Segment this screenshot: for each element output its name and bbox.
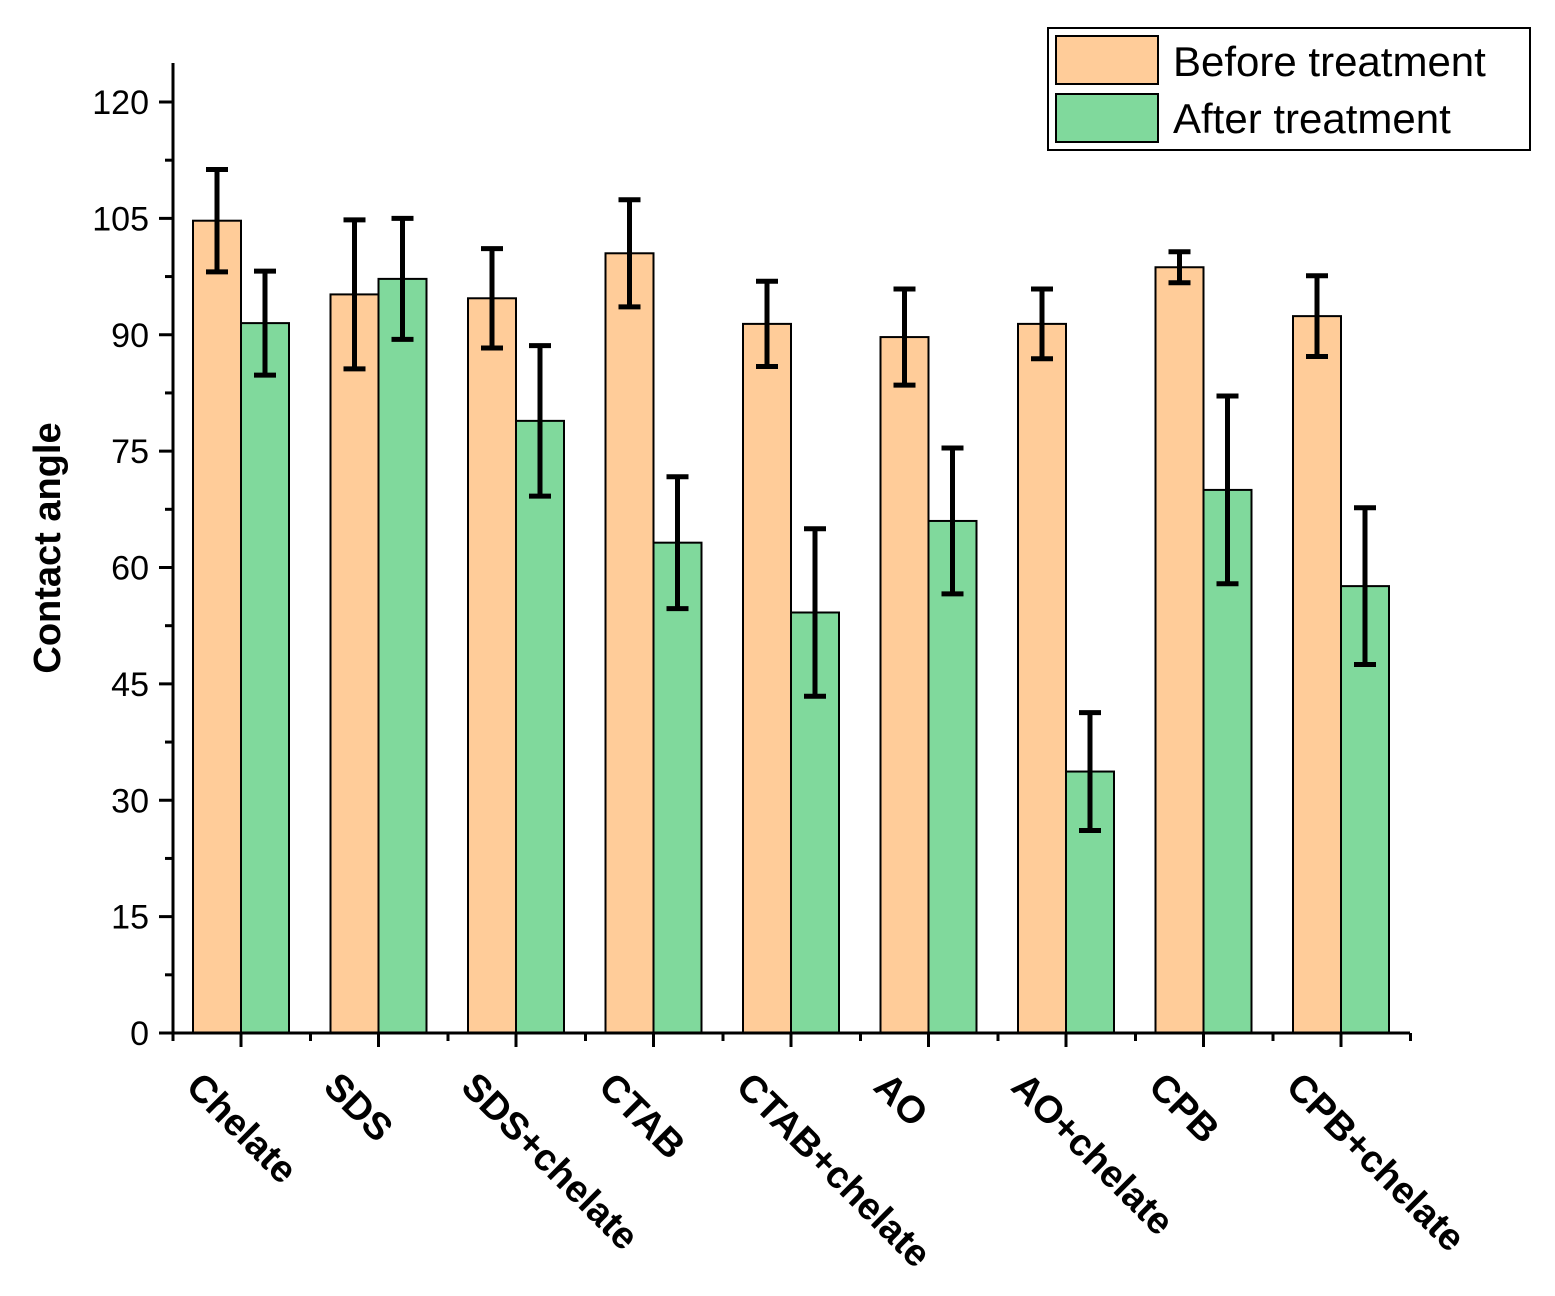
- bar-after: [515, 419, 565, 1034]
- legend-swatch-before: [1055, 35, 1159, 85]
- x-category-label: SDS: [315, 1065, 400, 1150]
- bars-group: [192, 219, 1390, 1035]
- y-tick-label: 0: [130, 1015, 149, 1053]
- x-category-label: Chelate: [178, 1065, 305, 1192]
- bar-after: [240, 322, 290, 1034]
- x-category-label: CTAB: [590, 1065, 692, 1167]
- x-category-label: CPB+chelate: [1278, 1065, 1473, 1260]
- bar-before: [329, 293, 380, 1034]
- bar-before: [1292, 315, 1342, 1034]
- y-tick-label: 90: [111, 317, 149, 355]
- x-category-label: CPB: [1140, 1065, 1226, 1151]
- y-axis: 0 15 30 45 60 75 90 105 120: [92, 63, 175, 1053]
- legend-label-after: After treatment: [1173, 95, 1451, 142]
- y-tick-label: 75: [111, 433, 149, 471]
- bar-after: [377, 277, 428, 1034]
- bar-before: [879, 336, 930, 1034]
- bar-after: [652, 541, 703, 1034]
- bar-before: [1017, 322, 1067, 1035]
- y-tick-label: 105: [92, 200, 149, 238]
- x-category-label: AO: [865, 1065, 935, 1135]
- y-tick-label: 30: [111, 782, 149, 820]
- y-axis-title: Contact angle: [27, 422, 69, 673]
- bar-before: [1154, 266, 1205, 1034]
- legend-label-before: Before treatment: [1173, 38, 1486, 85]
- legend-swatch-after: [1055, 93, 1159, 143]
- y-tick-label: 45: [111, 666, 149, 704]
- y-tick-label: 15: [111, 899, 149, 937]
- bar-before: [742, 322, 792, 1035]
- bar-before: [604, 252, 655, 1035]
- bar-after: [927, 519, 978, 1034]
- y-tick-label: 60: [111, 550, 149, 588]
- bar-before: [192, 219, 242, 1034]
- legend: Before treatment After treatment: [1047, 27, 1531, 151]
- y-tick-label: 120: [92, 84, 149, 122]
- error-bars-group: [206, 166, 1376, 834]
- bar-before: [467, 297, 517, 1034]
